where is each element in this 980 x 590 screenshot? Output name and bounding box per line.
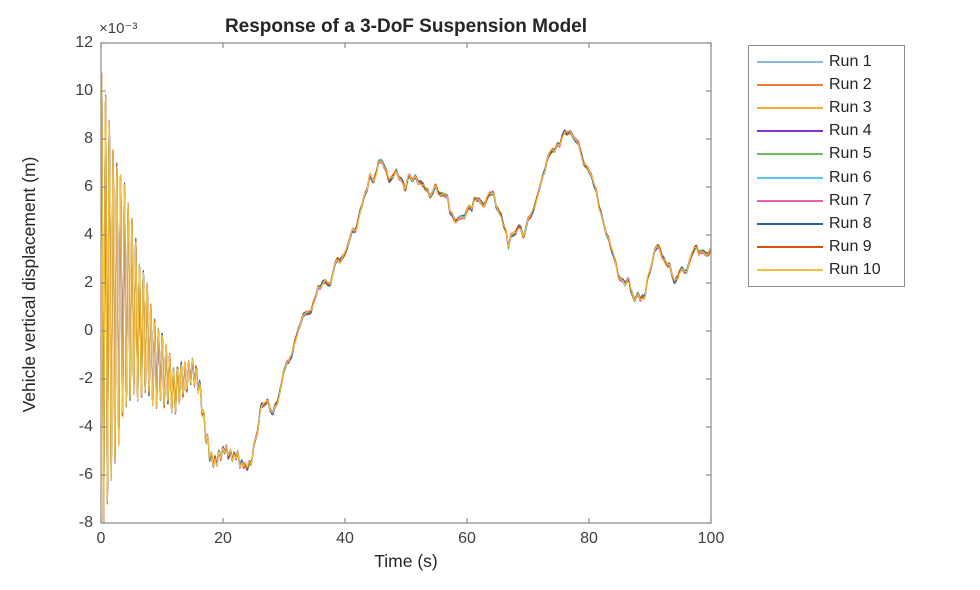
y-tick-label-10: 10 — [75, 82, 93, 99]
legend-label: Run 4 — [829, 122, 872, 140]
y-tick-label-6: 6 — [84, 178, 93, 195]
legend-label: Run 1 — [829, 52, 872, 70]
legend-line-swatch — [757, 60, 823, 63]
series-line-8 — [101, 72, 711, 523]
series-line-2 — [101, 74, 711, 523]
legend-line-swatch — [757, 222, 823, 225]
x-axis-label: Time (s) — [374, 551, 438, 571]
series-line-4 — [101, 76, 711, 523]
x-tick-label-100: 100 — [697, 530, 725, 547]
legend-label: Run 2 — [829, 75, 872, 93]
y-tick-label--6: -6 — [78, 466, 93, 483]
legend-entry-run-6: Run 6 — [749, 167, 904, 189]
y-tick-label-8: 8 — [84, 130, 93, 147]
y-axis-label: Vehicle vertical displacement (m) — [19, 156, 39, 413]
series-line-10 — [101, 72, 711, 523]
series-line-3 — [101, 77, 711, 523]
legend-line-swatch — [757, 153, 823, 156]
legend-label: Run 6 — [829, 168, 872, 186]
legend-label: Run 10 — [829, 261, 881, 279]
legend-label: Run 9 — [829, 238, 872, 256]
y-axis-multiplier: ×10⁻³ — [99, 20, 138, 37]
legend-label: Run 8 — [829, 214, 872, 232]
legend-label: Run 3 — [829, 98, 872, 116]
legend-box: Run 1 Run 2 Run 3 Run 4 Run 5 Run 6 Run 7 Run 8… — [748, 45, 905, 287]
axes-box — [100, 42, 712, 524]
series-line-7 — [101, 72, 711, 523]
legend-label: Run 7 — [829, 191, 872, 209]
y-tick-label--4: -4 — [78, 418, 93, 435]
y-tick-label--2: -2 — [78, 370, 93, 387]
series-line-9 — [101, 75, 711, 523]
y-tick-label-0: 0 — [84, 322, 93, 339]
y-tick-label-12: 12 — [75, 34, 93, 51]
x-tick-label-40: 40 — [336, 530, 354, 547]
legend-entry-run-8: Run 8 — [749, 213, 904, 235]
legend-line-swatch — [757, 246, 823, 249]
series-line-5 — [101, 74, 711, 523]
x-tick-label-80: 80 — [580, 530, 598, 547]
y-tick-label--8: -8 — [78, 514, 93, 531]
legend-entry-run-2: Run 2 — [749, 74, 904, 96]
legend-line-swatch — [757, 176, 823, 179]
legend-entry-run-4: Run 4 — [749, 120, 904, 142]
legend-line-swatch — [757, 83, 823, 86]
series-line-6 — [101, 74, 711, 523]
legend-line-swatch — [757, 106, 823, 109]
legend-line-swatch — [757, 199, 823, 202]
legend-entry-run-9: Run 9 — [749, 236, 904, 258]
series-line-1 — [101, 76, 711, 523]
x-tick-label-0: 0 — [96, 530, 106, 547]
legend-entry-run-1: Run 1 — [749, 51, 904, 73]
x-tick-label-20: 20 — [214, 530, 232, 547]
legend-entry-run-5: Run 5 — [749, 143, 904, 165]
x-tick-label-60: 60 — [458, 530, 476, 547]
legend-label: Run 5 — [829, 145, 872, 163]
y-tick-label-4: 4 — [84, 226, 93, 243]
chart-title: Response of a 3-DoF Suspension Model — [224, 16, 588, 37]
legend-line-swatch — [757, 130, 823, 133]
legend-entry-run-3: Run 3 — [749, 97, 904, 119]
series-lines — [101, 72, 711, 523]
legend-line-swatch — [757, 269, 823, 272]
legend-entry-run-7: Run 7 — [749, 190, 904, 212]
legend-entry-run-10: Run 10 — [749, 259, 904, 281]
y-tick-label-2: 2 — [84, 274, 93, 291]
